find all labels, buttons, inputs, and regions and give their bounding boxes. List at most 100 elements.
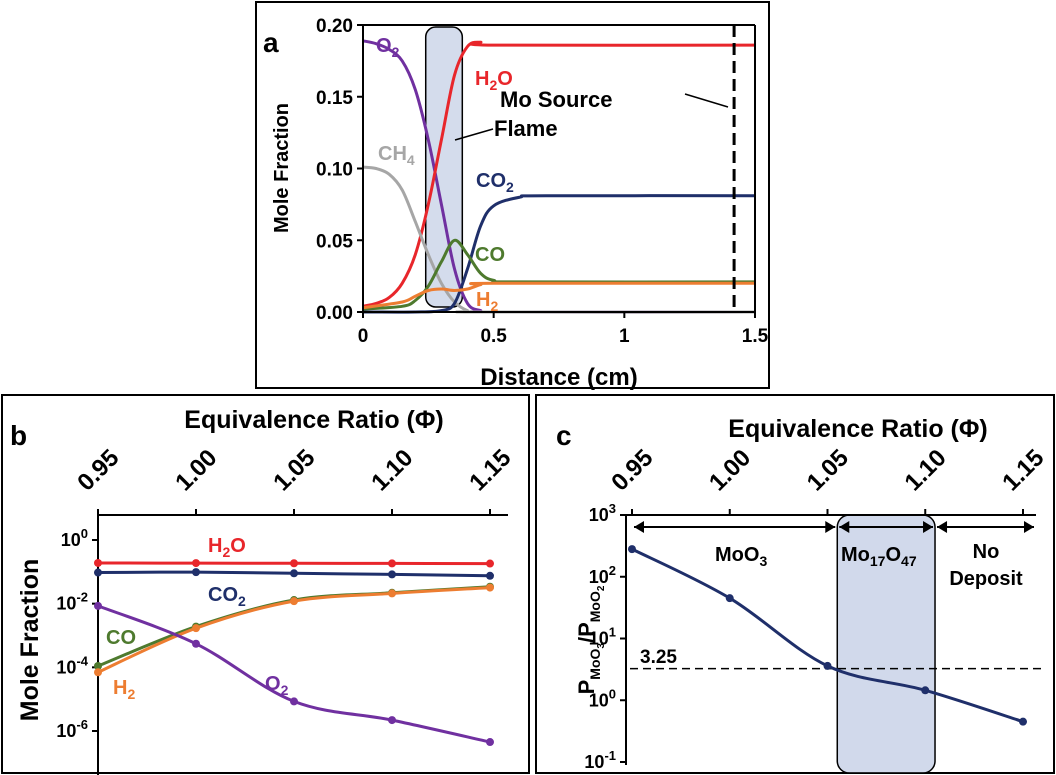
a-label-o2: O2 — [376, 35, 400, 60]
panel-a-frame — [255, 1, 770, 389]
a-line-ch4 — [362, 165, 756, 314]
b-point — [290, 569, 298, 578]
panel-c-series — [628, 545, 1027, 726]
region-arrow-head-right — [825, 521, 836, 533]
c-point — [823, 661, 832, 670]
flame-zone — [424, 26, 464, 308]
panel-c-letter: c — [556, 420, 572, 451]
a-x-tick-label: 0.5 — [480, 326, 507, 347]
c-y-tick-label: 102 — [589, 563, 616, 587]
b-point — [94, 601, 102, 610]
b-x-tick-label: 1.10 — [366, 444, 418, 496]
region-label-no-deposit-1: No — [973, 541, 1000, 563]
panel-b-x-label: Equivalence Ratio (Φ) — [184, 406, 443, 434]
b-point — [486, 583, 494, 592]
c-x-tick-label: 1.10 — [900, 444, 952, 496]
flame-label: Flame — [494, 116, 558, 141]
panel-c-y-label: PMoO3/PMoO2 — [574, 585, 607, 694]
region-label-mo17o47: Mo17O47 — [841, 544, 917, 569]
a-label-ch4: CH4 — [378, 143, 415, 168]
b-y-tick-label: 10-6 — [56, 717, 88, 741]
a-line-h2o — [362, 40, 756, 308]
a-x-tick-label: 0 — [358, 326, 369, 347]
a-y-tick-label: 0.15 — [316, 88, 353, 109]
region-arrow-head-left — [634, 521, 644, 533]
b-point — [94, 662, 102, 671]
b-point — [192, 639, 200, 648]
region-label-no-deposit-2: Deposit — [949, 568, 1023, 590]
c-x-tick-label: 1.15 — [997, 444, 1049, 496]
a-label-co: CO — [475, 244, 505, 266]
b-y-tick-label: 10-4 — [56, 653, 88, 677]
b-x-tick-label: 1.00 — [170, 444, 222, 496]
threshold-label: 3.25 — [640, 647, 677, 668]
region-arrows — [634, 521, 1034, 533]
region-arrow-head-left — [937, 521, 948, 533]
b-x-tick-label: 0.95 — [72, 444, 124, 496]
panel-a: a 0.00 0.05 0.10 0.15 0.20 0 0.5 1 1.5 Distance… — [255, 1, 770, 391]
c-point — [628, 545, 636, 554]
b-y-tick-label: 100 — [61, 526, 88, 550]
c-x-tick-label: 0.95 — [606, 444, 658, 496]
panel-b-series — [94, 558, 494, 747]
panel-b-frame — [1, 394, 530, 774]
b-x-tick-label: 1.05 — [268, 444, 320, 496]
c-point — [725, 594, 734, 603]
b-point — [388, 716, 396, 725]
b-point — [192, 568, 200, 577]
panel-b-y-label: Mole Fraction — [16, 559, 44, 722]
a-label-co2: CO2 — [476, 170, 514, 195]
a-label-h2o: H2O — [475, 68, 513, 93]
panel-b-y-ticks: 100 10-2 10-4 10-6 — [56, 526, 98, 741]
c-point — [1019, 717, 1027, 726]
a-y-tick-label: 0.20 — [316, 16, 353, 37]
panel-a-y-ticks: 0.00 0.05 0.10 0.15 0.20 — [316, 16, 363, 324]
panel-c-x-label: Equivalence Ratio (Φ) — [728, 415, 987, 443]
panel-a-x-label: Distance (cm) — [480, 364, 637, 391]
a-x-tick-label: 1.5 — [742, 326, 769, 347]
a-y-tick-label: 0.00 — [316, 303, 353, 324]
b-point — [388, 570, 396, 579]
panel-b-x-ticks: 0.95 1.00 1.05 1.10 1.15 — [72, 444, 516, 515]
b-point — [290, 697, 298, 706]
panel-c-y-ticks: 103 102 101 100 10-1 — [584, 501, 626, 772]
b-point — [192, 624, 200, 633]
flame-pointer — [454, 128, 494, 141]
c-y-tick-label: 100 — [589, 686, 616, 710]
b-point — [486, 559, 494, 568]
c-y-tick-label: 101 — [589, 625, 616, 649]
b-label-h2o: H2O — [208, 535, 246, 560]
a-line-o2 — [362, 39, 756, 314]
b-point — [192, 559, 200, 568]
region-arrow-head-right — [1024, 521, 1034, 533]
b-point — [94, 558, 102, 567]
b-point — [486, 738, 494, 747]
c-x-tick-label: 1.00 — [704, 444, 756, 496]
b-point — [486, 571, 494, 580]
panel-a-letter: a — [263, 27, 279, 58]
a-line-h2 — [362, 281, 756, 310]
region-arrow-head-left — [839, 521, 850, 533]
mo-source-pointer — [684, 93, 729, 108]
a-x-tick-label: 1 — [619, 326, 630, 347]
panel-b: b Equivalence Ratio (Φ) Mole Fraction 0.… — [1, 394, 530, 775]
panel-a-x-ticks: 0 0.5 1 1.5 — [358, 312, 769, 347]
panel-a-y-label: Mole Fraction — [271, 103, 293, 233]
b-point — [94, 668, 102, 677]
b-label-co: CO — [106, 627, 136, 649]
region-label-moo3: MoO3 — [715, 544, 767, 569]
a-label-h2: H2 — [476, 289, 498, 314]
b-label-h2: H2 — [113, 677, 135, 702]
c-point — [921, 686, 930, 695]
panel-b-letter: b — [10, 420, 27, 451]
c-y-tick-label: 10-1 — [584, 748, 616, 772]
b-point — [94, 568, 102, 577]
b-point — [388, 559, 396, 568]
mo-source-label: Mo Source — [500, 87, 612, 112]
b-point — [388, 589, 396, 598]
b-point — [290, 559, 298, 568]
b-line — [97, 604, 491, 744]
b-label-o2: O2 — [265, 673, 289, 698]
c-y-tick-label: 103 — [589, 501, 616, 525]
b-label-co2: CO2 — [208, 584, 246, 609]
